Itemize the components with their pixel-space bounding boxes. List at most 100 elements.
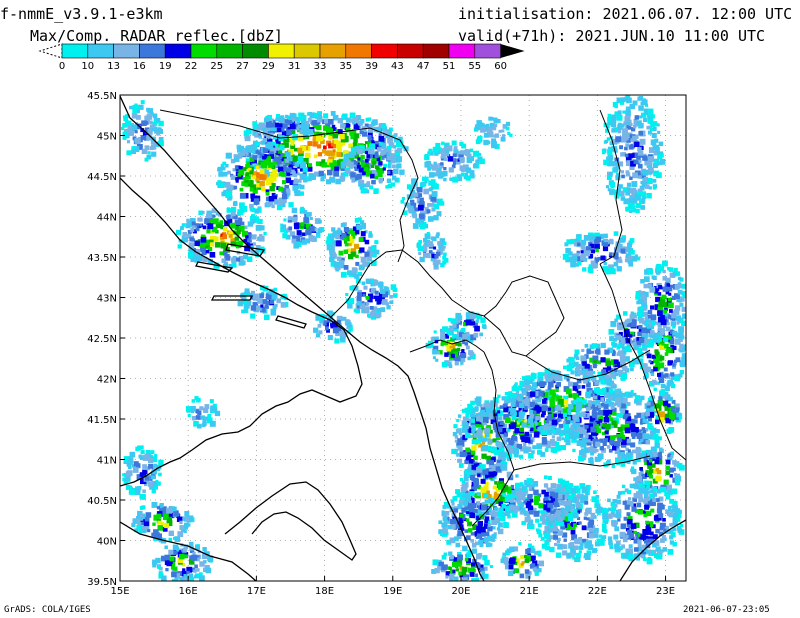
echo-pixel <box>660 338 665 343</box>
echo-pixel <box>276 298 282 304</box>
echo-pixel <box>479 567 485 573</box>
echo-pixel <box>132 136 137 141</box>
echo-pixel <box>611 352 616 357</box>
echo-pixel <box>457 562 462 567</box>
echo-pixel <box>332 114 339 121</box>
echo-pixel <box>480 573 486 579</box>
echo-pixel <box>168 512 175 519</box>
echo-pixel <box>650 372 655 376</box>
echo-pixel <box>659 522 666 529</box>
echo-pixel <box>590 426 597 433</box>
echo-pixel <box>184 554 188 559</box>
echo-pixel <box>631 435 636 439</box>
echo-pixel <box>646 484 650 488</box>
echo-pixel <box>659 330 665 335</box>
echo-pixel <box>533 391 539 397</box>
echo-pixel <box>589 460 594 465</box>
echo-pixel <box>670 330 675 335</box>
echo-pixel <box>501 497 508 503</box>
echo-pixel <box>624 517 628 521</box>
echo-pixel <box>606 366 612 371</box>
echo-pixel <box>474 325 480 332</box>
echo-pixel <box>315 333 321 338</box>
echo-pixel <box>389 301 393 305</box>
echo-pixel <box>524 379 529 384</box>
echo-pixel <box>536 397 542 403</box>
echo-pixel <box>433 204 439 210</box>
echo-pixel <box>593 395 598 400</box>
echo-pixel <box>652 534 658 540</box>
echo-pixel <box>667 505 672 510</box>
echo-pixel <box>224 261 228 265</box>
echo-pixel <box>651 486 655 490</box>
echo-pixel <box>491 447 498 453</box>
echo-pixel <box>436 211 442 217</box>
echo-pixel <box>331 124 336 129</box>
echo-pixel <box>136 109 140 114</box>
echo-pixel <box>299 191 304 196</box>
echo-pixel <box>472 322 478 328</box>
echo-pixel <box>511 403 515 407</box>
echo-pixel <box>598 376 604 382</box>
echo-pixel <box>341 236 346 241</box>
echo-pixel <box>370 152 376 159</box>
echo-pixel <box>173 511 179 517</box>
echo-pixel <box>292 155 298 162</box>
echo-pixel <box>522 442 527 447</box>
echo-pixel <box>458 463 464 468</box>
echo-pixel <box>273 161 277 165</box>
echo-pixel <box>582 368 588 374</box>
echo-pixel <box>645 525 652 532</box>
echo-pixel <box>141 120 147 126</box>
echo-pixel <box>386 145 392 151</box>
echo-pixel <box>504 391 509 396</box>
echo-pixel <box>462 451 468 457</box>
echo-pixel <box>635 399 642 406</box>
echo-pixel <box>651 132 657 138</box>
echo-pixel <box>375 295 381 302</box>
echo-pixel <box>681 283 686 289</box>
echo-pixel <box>592 355 599 362</box>
echo-pixel <box>638 533 642 537</box>
echo-pixel <box>565 388 572 395</box>
echo-pixel <box>336 325 342 331</box>
echo-pixel <box>335 178 341 185</box>
echo-pixel <box>281 172 286 177</box>
echo-pixel <box>649 485 653 489</box>
echo-pixel <box>260 123 266 129</box>
echo-pixel <box>672 317 676 321</box>
echo-pixel <box>182 548 187 553</box>
echo-pixel <box>202 547 207 552</box>
echo-pixel <box>233 154 237 158</box>
echo-pixel <box>669 413 675 420</box>
echo-pixel <box>581 399 587 405</box>
echo-pixel <box>353 160 358 165</box>
echo-pixel <box>612 407 617 412</box>
echo-pixel <box>471 439 477 445</box>
echo-pixel <box>365 301 370 306</box>
echo-pixel <box>430 258 434 262</box>
echo-pixel <box>533 410 537 415</box>
echo-pixel <box>201 553 208 560</box>
echo-pixel <box>461 427 468 433</box>
echo-pixel <box>282 123 288 129</box>
echo-pixel <box>395 155 400 160</box>
echo-pixel <box>199 242 206 248</box>
echo-pixel <box>616 390 620 395</box>
echo-pixel <box>614 526 620 532</box>
echo-pixel <box>643 291 649 298</box>
echo-pixel <box>457 342 462 347</box>
echo-pixel <box>343 265 349 270</box>
echo-pixel <box>551 425 555 429</box>
echo-pixel <box>673 403 680 410</box>
echo-pixel <box>245 172 250 177</box>
echo-pixel <box>650 446 656 452</box>
echo-pixel <box>345 117 351 123</box>
echo-pixel <box>150 112 154 116</box>
echo-pixel <box>250 193 256 199</box>
echo-pixel <box>572 448 576 453</box>
echo-pixel <box>195 223 199 227</box>
echo-pixel <box>639 337 645 343</box>
echo-pixel <box>466 558 471 563</box>
echo-pixel <box>324 162 330 168</box>
